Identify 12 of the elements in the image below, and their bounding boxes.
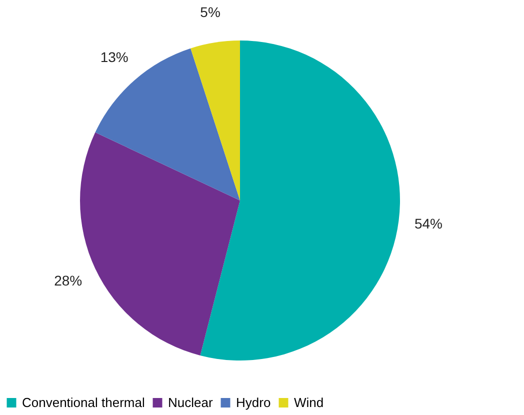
legend-label: Nuclear xyxy=(168,394,214,410)
legend-label: Hydro xyxy=(236,394,271,410)
pie-slice xyxy=(190,40,240,200)
data-label: 13% xyxy=(100,48,128,65)
pie-slice xyxy=(95,48,240,200)
legend-label: Wind xyxy=(294,394,324,410)
data-label: 5% xyxy=(200,4,220,20)
pie-slice xyxy=(80,132,240,356)
pie-slice xyxy=(200,40,400,360)
data-label: 28% xyxy=(54,272,82,288)
legend-label: Conventional thermal xyxy=(22,394,145,410)
data-label: 54% xyxy=(414,215,443,232)
